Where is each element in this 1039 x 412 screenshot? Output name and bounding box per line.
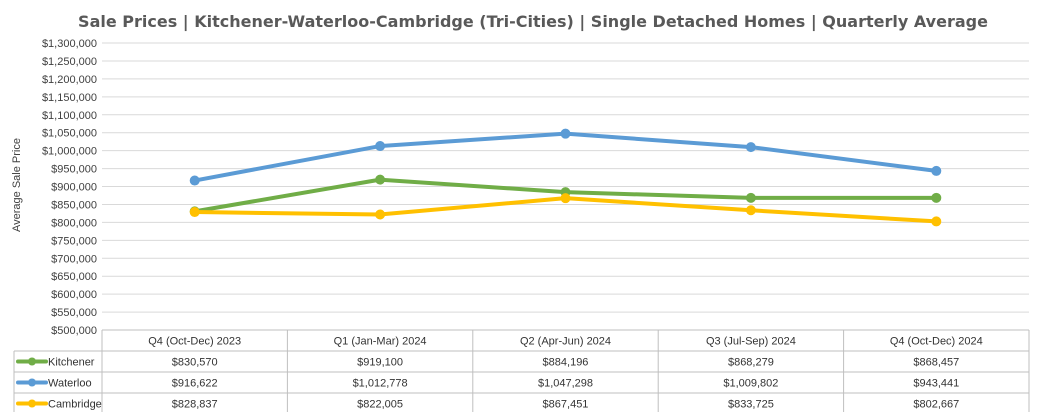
y-tick-label: $1,200,000 [42, 74, 97, 86]
x-category-label: Q4 (Oct-Dec) 2024 [890, 336, 983, 348]
data-table-value: $868,279 [728, 357, 774, 369]
series-cambridge [189, 193, 942, 227]
data-table-value: $919,100 [357, 357, 403, 369]
data-point [375, 209, 386, 220]
data-point [745, 142, 756, 153]
data-point [189, 175, 200, 186]
legend-label: Kitchener [48, 357, 95, 369]
data-point [745, 192, 756, 203]
x-category-label: Q2 (Apr-Jun) 2024 [520, 336, 611, 348]
y-tick-label: $1,100,000 [42, 110, 97, 122]
series-lines [189, 128, 942, 227]
legend-label: Waterloo [48, 378, 92, 390]
data-table-value: $868,457 [913, 357, 959, 369]
legend-label: Cambridge [48, 399, 102, 411]
data-table-value: $828,837 [172, 399, 218, 411]
data-table: Q4 (Oct-Dec) 2023 Q1 (Jan-Mar) 2024 Q2 (Ap… [13, 329, 1030, 412]
data-point [745, 205, 756, 216]
y-tick-label: $950,000 [51, 164, 97, 176]
y-tick-label: $1,150,000 [42, 92, 97, 104]
series-line-waterloo [192, 131, 939, 183]
data-table-value: $1,009,802 [723, 378, 778, 390]
data-table-value: $802,667 [913, 399, 959, 411]
legend-key-marker [28, 357, 36, 366]
series-waterloo [189, 128, 942, 186]
chart-title: Sale Prices | Kitchener-Waterloo-Cambrid… [78, 12, 988, 32]
data-point [560, 193, 571, 204]
y-axis-ticks: $500,000 $550,000 $600,000 $650,000 $700,000… [42, 38, 97, 337]
y-tick-label: $1,050,000 [42, 128, 97, 140]
x-category-label: Q4 (Oct-Dec) 2023 [148, 336, 241, 348]
y-tick-label: $600,000 [51, 289, 97, 301]
series-kitchener [189, 174, 942, 217]
data-table-value: $1,047,298 [538, 378, 593, 390]
y-tick-label: $550,000 [51, 307, 97, 319]
legend-key-marker [28, 399, 36, 408]
y-tick-label: $1,250,000 [42, 56, 97, 68]
data-table-value: $830,570 [172, 357, 218, 369]
y-tick-label: $1,300,000 [42, 38, 97, 50]
y-tick-label: $500,000 [51, 325, 97, 337]
data-point [931, 216, 942, 227]
data-point [931, 192, 942, 203]
data-point [189, 207, 200, 218]
data-point [931, 165, 942, 176]
y-axis-title: Average Sale Price [11, 138, 23, 232]
y-tick-label: $900,000 [51, 182, 97, 194]
y-tick-label: $750,000 [51, 235, 97, 247]
data-table-value: $916,622 [172, 378, 218, 390]
data-table-value: $867,451 [543, 399, 589, 411]
y-tick-label: $850,000 [51, 199, 97, 211]
data-point [375, 141, 386, 152]
data-table-value: $1,012,778 [353, 378, 408, 390]
y-tick-label: $700,000 [51, 253, 97, 265]
data-table-value: $884,196 [543, 357, 589, 369]
data-table-value: $833,725 [728, 399, 774, 411]
data-table-value: $822,005 [357, 399, 403, 411]
y-tick-label: $1,000,000 [42, 146, 97, 158]
y-tick-label: $800,000 [51, 217, 97, 229]
data-table-value: $943,441 [913, 378, 959, 390]
data-point [560, 128, 571, 139]
y-tick-label: $650,000 [51, 271, 97, 283]
data-point [375, 174, 386, 185]
x-category-label: Q3 (Jul-Sep) 2024 [706, 336, 796, 348]
gridlines [102, 42, 1029, 331]
x-category-label: Q1 (Jan-Mar) 2024 [334, 336, 427, 348]
legend-key-marker [28, 378, 36, 387]
